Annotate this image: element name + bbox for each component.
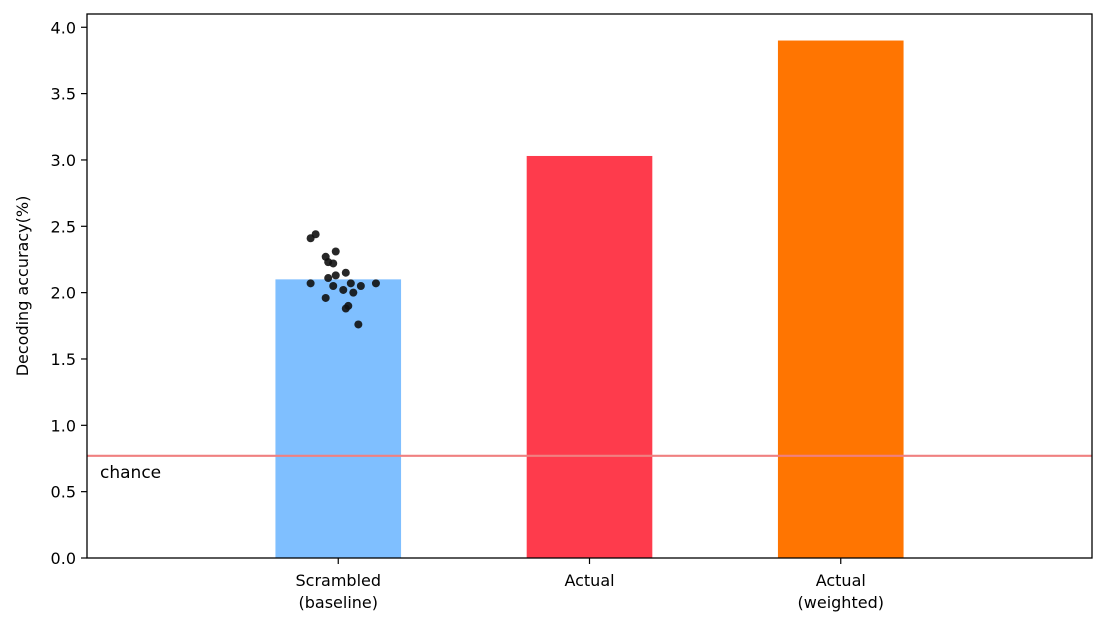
y-tick-label: 3.5 — [51, 85, 76, 104]
chance-label: chance — [100, 463, 161, 483]
x-tick-label: Actual — [564, 571, 614, 590]
scatter-point — [346, 279, 355, 288]
bar — [275, 279, 402, 558]
scatter-point — [354, 320, 363, 329]
y-tick-label: 3.0 — [51, 151, 76, 170]
y-axis: 0.0 0.5 1.0 1.5 2.0 2.5 3.0 3.5 4.0 — [51, 18, 87, 568]
y-tick-label: 1.5 — [51, 350, 76, 369]
y-tick-label: 0.0 — [51, 549, 76, 568]
scatter-point — [349, 288, 358, 297]
scatter-point — [329, 282, 338, 290]
x-axis: Scrambled (baseline) Actual Actual (weighted… — [295, 558, 884, 612]
scatter-point — [321, 293, 330, 302]
scatter-point — [331, 247, 340, 256]
scatter-point — [339, 285, 348, 294]
scatter-point — [341, 268, 350, 277]
scatter-point — [341, 304, 350, 313]
bar — [526, 155, 653, 558]
y-tick-label: 0.5 — [51, 483, 76, 502]
x-tick-label: Actual (weighted) — [798, 571, 884, 612]
scatter-point — [324, 274, 333, 283]
y-axis-label: Decoding accuracy(%) — [13, 196, 32, 377]
scatter-layer — [306, 230, 380, 329]
y-tick-label: 4.0 — [51, 18, 76, 37]
scatter-point — [371, 279, 380, 288]
scatter-point — [331, 271, 340, 280]
bars-layer — [275, 40, 904, 559]
y-tick-label: 2.0 — [51, 284, 76, 303]
scatter-point — [329, 259, 338, 268]
scatter-point — [306, 279, 315, 288]
y-tick-label: 2.5 — [51, 217, 76, 236]
scatter-point — [356, 282, 365, 290]
y-tick-label: 1.0 — [51, 416, 76, 435]
bar — [777, 40, 904, 559]
scatter-point — [311, 230, 320, 239]
x-tick-label: Scrambled (baseline) — [295, 571, 381, 612]
